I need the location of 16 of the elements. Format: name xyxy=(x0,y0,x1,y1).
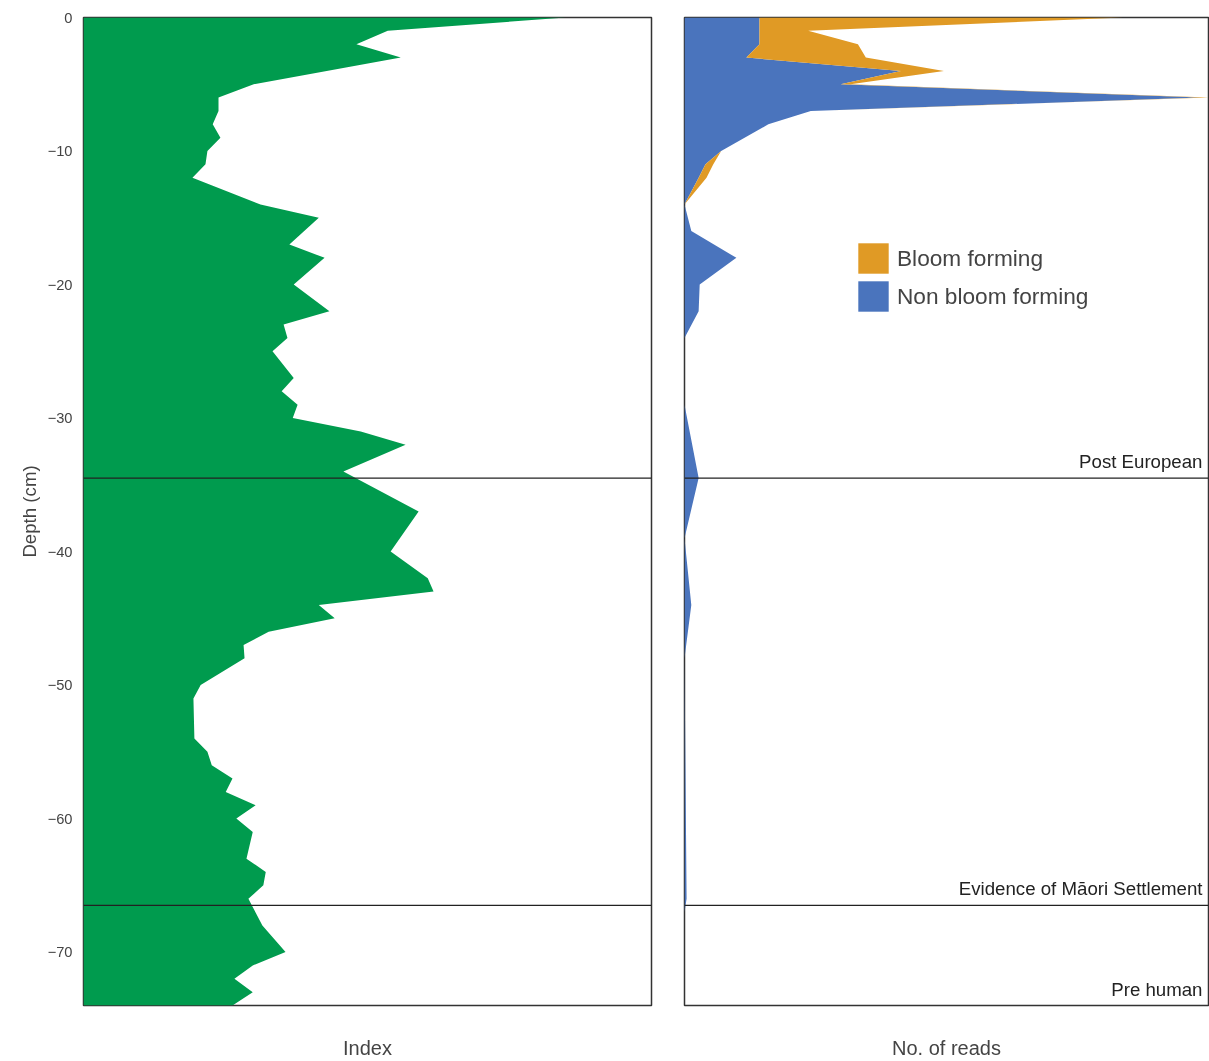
y-tick-label: −70 xyxy=(47,944,73,961)
y-tick-label: −30 xyxy=(47,410,73,427)
x-axis-title: Index xyxy=(343,1036,392,1059)
legend-label: Bloom forming xyxy=(897,244,1044,272)
annotation: Post European xyxy=(1079,451,1203,473)
x-axis-title: No. of reads xyxy=(892,1036,1001,1059)
annotation: Evidence of Māori Settlement xyxy=(958,878,1204,900)
y-tick-label: −10 xyxy=(47,143,73,160)
y-tick-label: −40 xyxy=(47,543,73,560)
y-tick-label: −50 xyxy=(47,677,73,694)
y-tick-label: 0 xyxy=(64,9,73,26)
annotation: Pre human xyxy=(1111,978,1203,1000)
y-tick-label: −20 xyxy=(47,276,73,293)
y-tick-label: −60 xyxy=(47,810,73,827)
legend-label: Non bloom forming xyxy=(897,282,1089,310)
y-axis-title: Depth (cm) xyxy=(18,465,40,558)
